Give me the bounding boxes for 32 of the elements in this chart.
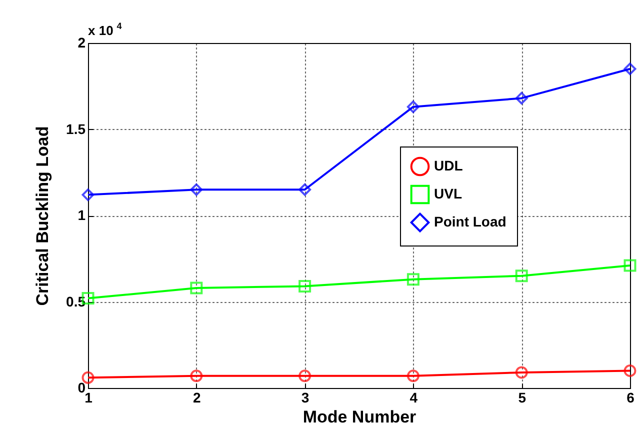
x-tick-label: 3 [301,390,310,406]
point [406,273,420,286]
point [82,371,94,384]
x-tick-label: 2 [193,390,201,406]
point [190,282,203,294]
point [406,100,420,114]
y-tick-label: 1 [78,207,86,223]
legend-label: Point Load [434,214,506,230]
point [515,270,528,282]
point [298,370,312,382]
y-tick-label: 2 [78,34,86,50]
legend-label: UDL [434,158,464,174]
point [82,188,94,202]
y-tick-label: 1.5 [66,120,86,137]
point [406,370,420,382]
y-axis-title: Critical Buckling Load [33,126,52,306]
x-tick-label: 6 [626,390,635,406]
x-tick-label: 4 [410,390,418,406]
point [624,259,636,272]
point [298,183,312,196]
point [624,364,636,377]
x-axis-title: Mode Number [302,408,417,426]
legend-label: UVL [434,186,462,202]
point [190,183,203,196]
point [298,280,312,292]
point [515,366,528,379]
y-tick-label: 0 [78,380,86,396]
x-tick-label: 5 [518,390,526,406]
y-tick-label: 0.5 [66,293,86,310]
point [190,370,203,382]
point [624,62,636,76]
point [515,92,528,104]
